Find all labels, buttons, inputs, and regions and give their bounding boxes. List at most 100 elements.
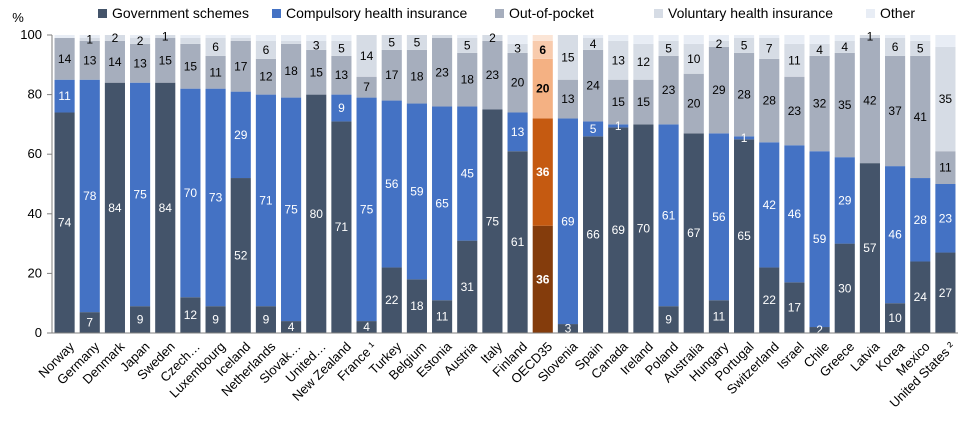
bar-segment	[331, 55, 352, 95]
data-label: 10	[888, 311, 902, 325]
data-label: 6	[892, 40, 899, 54]
data-label: 36	[536, 165, 550, 179]
bar-segment	[834, 35, 855, 41]
bar-segment	[331, 35, 352, 41]
data-label: 7	[766, 41, 773, 55]
data-label: 57	[863, 241, 877, 255]
data-labels: 7411147781318414297513284151127015973116…	[58, 29, 953, 337]
bar-segment	[809, 327, 830, 333]
data-label: 5	[917, 41, 924, 55]
data-label: 20	[511, 76, 525, 90]
bar-segment	[432, 300, 453, 333]
bar-segment	[230, 35, 251, 38]
bar-segment	[230, 40, 251, 92]
bar-segment	[457, 35, 478, 38]
bar-segment	[155, 37, 176, 83]
data-label: 18	[410, 299, 424, 313]
data-label: 4	[816, 43, 823, 57]
bar-segment	[935, 35, 956, 47]
bar-segment	[910, 55, 931, 179]
bar-segment	[532, 118, 553, 226]
bar-segment	[834, 157, 855, 244]
data-label: 5	[741, 38, 748, 52]
bar-segment	[834, 40, 855, 53]
bar-segment	[281, 40, 302, 44]
data-label: 61	[511, 235, 525, 249]
data-label: 23	[939, 211, 953, 225]
data-label: 42	[763, 198, 777, 212]
legend-label: Compulsory health insurance	[286, 5, 468, 21]
bar-segment	[759, 35, 780, 38]
bar-segment	[935, 151, 956, 184]
data-label: 5	[464, 38, 471, 52]
data-label: 14	[360, 49, 374, 63]
bar-segment	[432, 37, 453, 107]
data-label: 84	[108, 201, 122, 215]
data-label: 9	[665, 313, 672, 327]
bar-segment	[784, 145, 805, 283]
data-label: 15	[310, 65, 324, 79]
data-label: 36	[536, 272, 550, 286]
bar-segment	[230, 178, 251, 333]
bar-segment	[155, 82, 176, 334]
bar-segment	[910, 261, 931, 333]
bar-segment	[658, 35, 679, 41]
bar-segment	[834, 52, 855, 158]
bar-segment	[557, 79, 578, 119]
data-label: 30	[838, 281, 852, 295]
data-label: 75	[284, 202, 298, 216]
bar-segment	[306, 40, 327, 50]
data-label: 4	[841, 40, 848, 54]
data-label: 74	[58, 216, 72, 230]
bar-segment	[155, 35, 176, 38]
bar-segment	[583, 121, 604, 137]
bar-segment	[457, 37, 478, 53]
data-label: 70	[184, 186, 198, 200]
bar-segment	[910, 178, 931, 262]
bar-segment	[608, 124, 629, 128]
bar-segment	[205, 55, 226, 89]
data-label: 9	[137, 313, 144, 327]
bar-segment	[532, 40, 553, 59]
bar-segment	[784, 43, 805, 77]
bar-segment	[205, 35, 226, 38]
bar-segment	[885, 35, 906, 38]
bar-segment	[205, 306, 226, 333]
bar-segment	[130, 35, 151, 38]
bar-segment	[180, 88, 201, 298]
bar-segment	[457, 52, 478, 107]
data-label: 84	[159, 201, 173, 215]
bar-segment	[759, 37, 780, 59]
data-label: 11	[436, 310, 449, 324]
bar-segment	[507, 52, 528, 113]
bar-segment	[406, 103, 427, 280]
bar-segment	[180, 297, 201, 333]
data-label: 9	[212, 313, 219, 327]
data-label: 35	[939, 92, 953, 106]
bar-segment	[130, 43, 151, 83]
data-label: 9	[263, 313, 270, 327]
data-label: 13	[511, 125, 525, 139]
legend-swatch	[98, 9, 107, 18]
bar-segment	[759, 58, 780, 143]
bar-segment	[784, 35, 805, 44]
data-label: 69	[561, 214, 575, 228]
bar-segment	[583, 136, 604, 333]
data-label: 27	[939, 286, 953, 300]
y-axis-label: %	[12, 10, 24, 25]
data-label: 6	[212, 40, 219, 54]
bar-segment	[54, 112, 75, 333]
data-label: 4	[288, 320, 295, 334]
bar-segment	[482, 109, 503, 333]
bar-segment	[784, 282, 805, 333]
data-label: 71	[335, 220, 349, 234]
data-label: 3	[565, 322, 572, 336]
bar-segment	[356, 321, 377, 333]
bar-segment	[532, 35, 553, 41]
bar-segment	[255, 306, 276, 333]
legend-swatch	[272, 9, 281, 18]
data-label: 5	[665, 41, 672, 55]
bar-segment	[255, 35, 276, 41]
bar-segment	[608, 127, 629, 333]
data-label: 17	[385, 68, 399, 82]
